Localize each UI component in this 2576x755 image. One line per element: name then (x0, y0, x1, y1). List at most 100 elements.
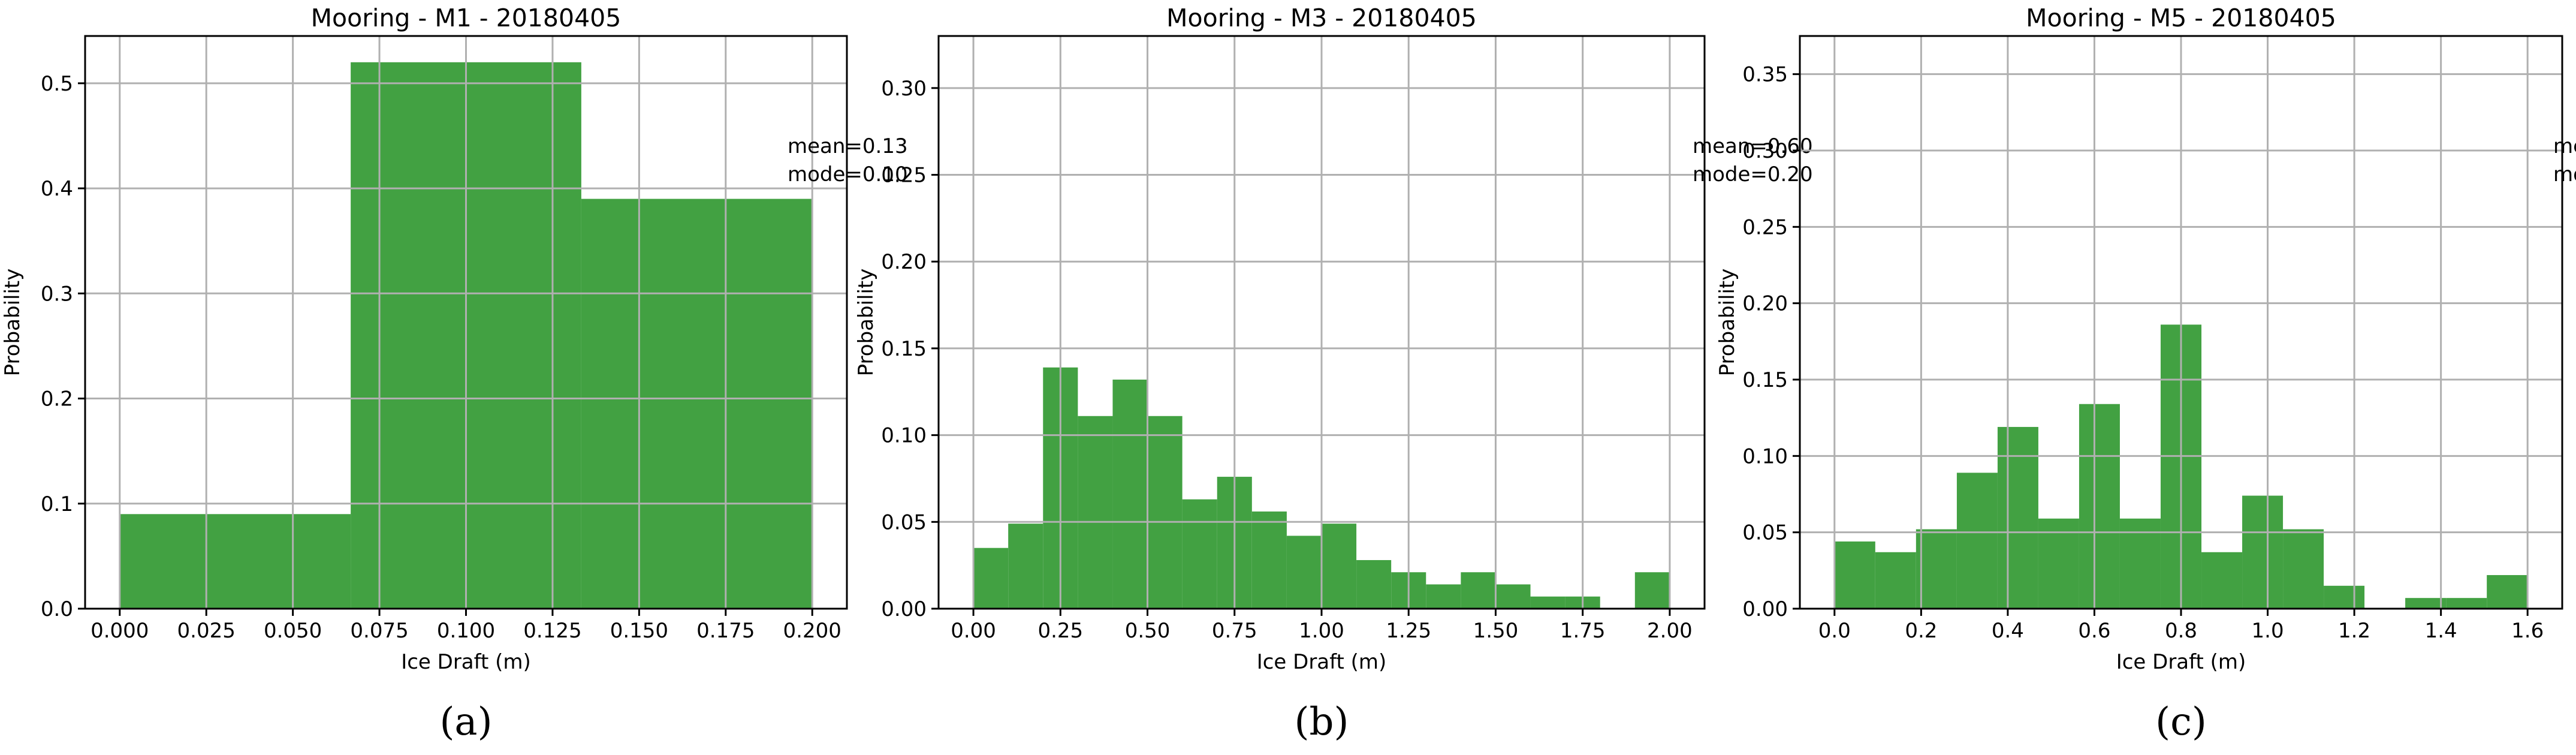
x-tick-label: 0.8 (2165, 619, 2197, 643)
y-tick-label: 0.05 (881, 510, 927, 534)
y-tick-label: 0.30 (1742, 139, 1788, 163)
bar (1251, 511, 1287, 609)
bar (2283, 529, 2324, 609)
x-tick-label: 0.175 (696, 619, 755, 643)
bar (2446, 598, 2487, 609)
bar (1322, 524, 1357, 609)
bar (1182, 499, 1217, 609)
x-tick-label: 0.00 (951, 619, 996, 643)
bar (1875, 552, 1916, 609)
bar (973, 548, 1009, 609)
bar (581, 198, 813, 609)
x-tick-label: 0.25 (1037, 619, 1083, 643)
x-axis-label: Ice Draft (m) (401, 650, 531, 674)
y-axis-label: Probability (1715, 269, 1739, 377)
bar (1997, 426, 2038, 609)
bar (1008, 524, 1043, 609)
bar (2201, 552, 2243, 609)
bar (1530, 596, 1565, 609)
chart-title: Mooring - M3 - 20180405 (1166, 4, 1477, 32)
x-tick-label: 0.025 (177, 619, 236, 643)
x-axis-label: Ice Draft (m) (1257, 650, 1387, 674)
x-tick-label: 0.050 (264, 619, 322, 643)
y-tick-label: 0.35 (1742, 63, 1788, 87)
y-tick-label: 0.3 (41, 282, 73, 306)
x-tick-label: 1.50 (1473, 619, 1519, 643)
bar (2242, 495, 2284, 609)
bar (2038, 518, 2079, 609)
x-tick-label: 1.75 (1560, 619, 1606, 643)
stats-annotation: mode=0.20 (1693, 163, 1813, 187)
y-tick-label: 0.05 (1742, 521, 1788, 545)
x-tick-label: 0.100 (437, 619, 495, 643)
y-tick-label: 0.2 (41, 387, 73, 411)
stats-annotation: mean=0.60 (1693, 134, 1813, 158)
x-tick-label: 1.2 (2338, 619, 2370, 643)
y-tick-label: 0.25 (1742, 215, 1788, 239)
chart-panel-1: 0.000 0.025 0.050 0.075 0.100 0.125 0.150 0.175… (1, 4, 908, 744)
y-tick-label: 0.15 (1742, 368, 1788, 392)
x-tick-label: 0.125 (523, 619, 581, 643)
bar (119, 514, 351, 609)
stats-annotation: mean=0.63 (2553, 134, 2576, 158)
bar (1112, 380, 1148, 609)
bar (1834, 541, 1875, 609)
x-tick-label: 0.200 (783, 619, 841, 643)
x-tick-label: 0.0 (1818, 619, 1851, 643)
bar (1634, 572, 1670, 609)
x-axis-label: Ice Draft (m) (2116, 650, 2246, 674)
y-tick-label: 0.00 (881, 597, 927, 621)
y-tick-label: 0.0 (41, 597, 73, 621)
x-tick-label: 1.00 (1299, 619, 1344, 643)
bar (2487, 574, 2528, 609)
bar (1286, 536, 1322, 609)
bar (2079, 404, 2120, 609)
x-tick-label: 0.6 (2078, 619, 2110, 643)
bar (1956, 473, 1998, 609)
x-tick-label: 0.50 (1125, 619, 1171, 643)
chart-title: Mooring - M5 - 20180405 (2026, 4, 2336, 32)
x-tick-label: 1.6 (2511, 619, 2544, 643)
bar (2119, 518, 2161, 609)
x-tick-label: 1.0 (2252, 619, 2284, 643)
bar (1356, 560, 1392, 609)
y-tick-label: 0.00 (1742, 597, 1788, 621)
x-tick-label: 1.25 (1386, 619, 1431, 643)
chart-title: Mooring - M1 - 20180405 (311, 4, 622, 32)
bar (2324, 585, 2365, 609)
x-tick-label: 1.4 (2425, 619, 2457, 643)
panel-label: (b) (1295, 700, 1349, 744)
stats-annotation: mode=0.80 (2553, 163, 2576, 187)
bar (1078, 416, 1113, 609)
stats-annotation: mean=0.13 (788, 134, 908, 158)
bar (1916, 529, 1957, 609)
y-tick-label: 0.25 (881, 164, 927, 188)
bar (1426, 584, 1461, 609)
x-tick-label: 0.4 (1992, 619, 2024, 643)
chart-panel-3: 0.0 0.2 0.4 0.6 0.8 1.0 1.2 1.4 1.6 0.00 0.05 0.10 0… (1715, 4, 2576, 744)
x-tick-label: 0.2 (1905, 619, 1937, 643)
bar (1461, 572, 1496, 609)
y-tick-label: 0.15 (881, 337, 927, 361)
y-tick-label: 0.30 (881, 77, 927, 101)
grid (85, 36, 847, 610)
x-tick-label: 0.000 (91, 619, 149, 643)
x-tick-label: 2.00 (1647, 619, 1693, 643)
y-tick-label: 0.10 (1742, 444, 1788, 468)
panel-label: (c) (2155, 700, 2207, 744)
x-tick-label: 0.075 (350, 619, 408, 643)
panel-label: (a) (439, 700, 492, 744)
chart-panel-2: 0.00 0.25 0.50 0.75 1.00 1.25 1.50 1.75 2.00 0.00… (854, 4, 1813, 744)
grid (939, 36, 1705, 610)
y-tick-label: 0.5 (41, 72, 73, 96)
y-axis-label: Probability (1, 269, 25, 377)
x-tick-label: 0.75 (1212, 619, 1257, 643)
bar (1147, 416, 1183, 609)
y-tick-label: 0.20 (881, 250, 927, 274)
y-tick-label: 0.10 (881, 424, 927, 448)
stats-annotation: mode=0.10 (788, 163, 908, 187)
y-tick-label: 0.4 (41, 177, 73, 201)
y-tick-label: 0.20 (1742, 292, 1788, 316)
